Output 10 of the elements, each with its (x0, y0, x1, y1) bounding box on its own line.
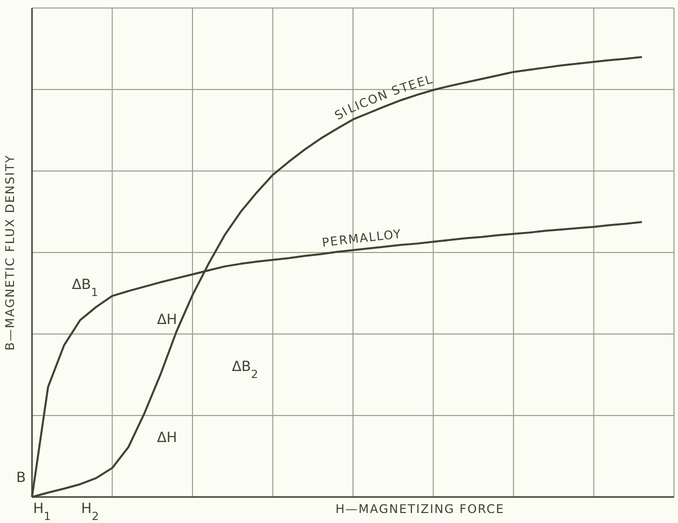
text: H$_{1}$ (33, 501, 51, 522)
text: H$_{2}$ (81, 501, 99, 522)
x-axis-title: H—MAGNETIZING FORCE (336, 502, 504, 516)
series-label: PERMALLOY (321, 226, 402, 250)
annotation: ΔH (156, 430, 178, 446)
annotation: ΔB$_{1}$ (72, 277, 98, 298)
annotation: ΔB$_{2}$ (232, 359, 258, 380)
y-axis-title: B—MAGNETIC FLUX DENSITY (3, 154, 17, 350)
annotation: ΔH (156, 312, 178, 328)
annotation: B (16, 470, 26, 486)
